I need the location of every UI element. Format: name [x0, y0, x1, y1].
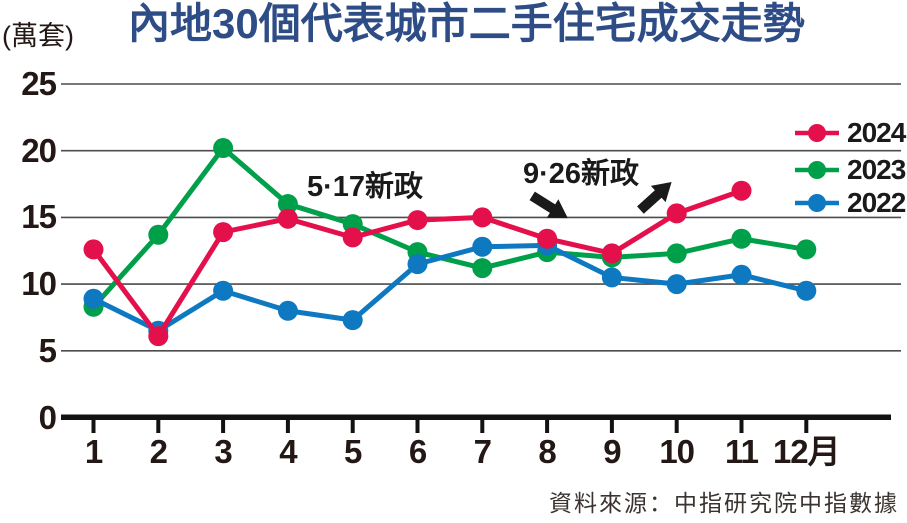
x-tick-label-9: 9	[603, 433, 621, 470]
data-point-2024-m8	[537, 228, 558, 249]
data-point-2024-m4	[277, 208, 298, 229]
y-tick-label-0: 0	[38, 398, 57, 436]
x-tick-7	[480, 420, 485, 433]
x-tick-label-6: 6	[408, 433, 427, 470]
x-tick-10	[674, 420, 679, 433]
y-tick-label-25: 25	[21, 65, 57, 102]
x-tick-9	[609, 420, 614, 433]
x-tick-11	[739, 420, 744, 433]
annotation-517-policy: 5·17新政	[307, 171, 424, 203]
x-tick-label-5: 5	[344, 433, 362, 470]
data-point-2024-m7	[472, 207, 493, 228]
data-point-2023-m10	[666, 243, 687, 264]
x-tick-3	[221, 420, 226, 433]
x-tick-1	[91, 420, 96, 433]
data-point-2024-m1	[83, 239, 104, 260]
legend-item-2024: 2024	[793, 117, 906, 148]
y-axis-unit-label: (萬套)	[2, 21, 74, 51]
page-title: 內地30個代表城市二手住宅成交走勢	[128, 0, 805, 47]
legend-marker-2022-icon	[795, 194, 839, 212]
x-tick-5	[350, 420, 355, 433]
legend-label-2023: 2023	[847, 154, 906, 185]
annotation-926-policy: 9·26新政	[523, 158, 640, 190]
data-point-2022-m10	[666, 274, 687, 295]
y-tick-label-5: 5	[38, 331, 57, 369]
x-tick-label-2: 2	[149, 433, 168, 470]
x-axis-line	[61, 414, 891, 420]
x-tick-label-3: 3	[214, 433, 232, 470]
data-point-2022-m6	[407, 254, 428, 275]
x-tick-label-10: 10	[659, 433, 695, 470]
legend-marker-2024-icon	[795, 124, 839, 142]
data-point-2023-m2	[148, 224, 169, 245]
x-tick-label-7: 7	[473, 433, 492, 470]
data-point-2022-m5	[342, 310, 363, 331]
x-tick-4	[285, 420, 290, 433]
x-tick-2	[156, 420, 161, 433]
y-tick-label-20: 20	[21, 131, 57, 169]
data-point-2022-m1	[83, 288, 104, 309]
series-line-2022	[91, 242, 809, 334]
data-point-2024-m11	[731, 180, 752, 201]
legend-label-2022: 2022	[847, 187, 906, 218]
x-tick-8	[545, 420, 550, 433]
legend-label-2024: 2024	[847, 117, 906, 148]
data-point-2024-m2	[148, 326, 169, 347]
x-tick-label-1: 1	[84, 433, 103, 470]
data-point-2023-m4	[277, 194, 298, 215]
series-line-2023	[91, 145, 809, 310]
x-tick-label-12月: 12月	[772, 433, 841, 470]
x-tick-label-4: 4	[279, 433, 297, 470]
data-point-2023-m11	[731, 228, 752, 249]
legend-item-2022: 2022	[793, 187, 906, 218]
x-tick-label-11: 11	[725, 433, 759, 470]
y-tick-label-10: 10	[21, 265, 57, 303]
data-point-2022-m12	[796, 280, 817, 301]
y-tick-label-15: 15	[21, 198, 57, 236]
legend-item-2023: 2023	[793, 154, 906, 185]
data-point-2022-m3	[213, 280, 234, 301]
data-source-note: 資料來源：中指研究院中指數據	[549, 491, 899, 516]
data-point-2023-m12	[796, 239, 817, 260]
data-point-2022-m9	[601, 267, 622, 288]
data-point-2024-m6	[407, 210, 428, 231]
data-point-2022-m4	[277, 300, 298, 321]
data-point-2022-m7	[472, 236, 493, 257]
data-point-2024-m9	[601, 243, 622, 264]
annotation-arrow-down-right-icon	[529, 191, 568, 219]
legend-marker-2023-icon	[795, 161, 839, 179]
annotation-arrow-up-right-icon	[637, 181, 672, 214]
data-point-2023-m7	[472, 258, 493, 279]
data-point-2024-m5	[342, 227, 363, 248]
x-tick-label-8: 8	[538, 433, 556, 470]
x-tick-6	[415, 420, 420, 433]
data-point-2024-m3	[213, 222, 234, 243]
x-tick-12月	[804, 420, 809, 433]
data-point-2024-m10	[666, 203, 687, 224]
data-point-2023-m3	[213, 138, 234, 159]
data-point-2022-m11	[731, 264, 752, 285]
